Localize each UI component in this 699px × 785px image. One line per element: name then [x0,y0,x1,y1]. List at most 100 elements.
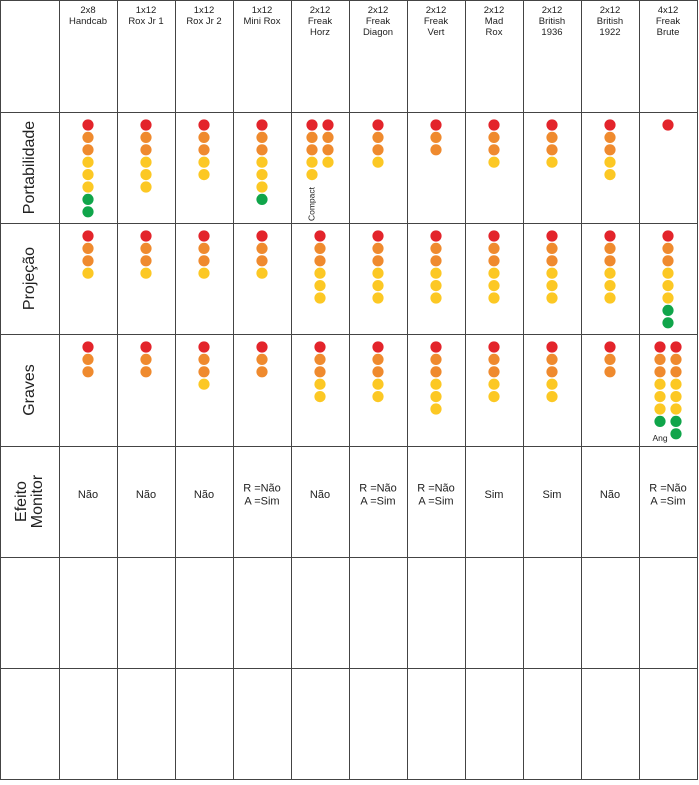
column-header: Rox Jr 2 [186,16,221,27]
rating-dot [604,267,616,279]
cell-text: Sim [485,489,504,501]
rating-dot [372,230,384,242]
rating-dot [256,242,268,254]
rating-dot [198,255,210,267]
rating-dot [430,403,442,415]
column-header: 2x12 [542,5,563,16]
rating-dot [546,242,558,254]
rating-dot [322,119,334,131]
rating-dot [654,391,666,403]
rating-dot [670,428,682,440]
rating-dot [488,353,500,365]
rating-dot [488,119,500,131]
rating-dot [488,242,500,254]
rating-dot [488,131,500,143]
rating-dot [82,181,94,193]
rating-dot [488,378,500,390]
rating-dot [546,391,558,403]
rating-dot [430,144,442,156]
rating-dot [314,255,326,267]
column-header: 1x12 [194,5,215,16]
column-header: 1922 [599,27,620,38]
rating-dot [662,317,674,329]
cell-text: Não [310,489,330,501]
rating-dot [314,230,326,242]
rating-dot [314,292,326,304]
rating-dot [140,341,152,353]
rating-dot [140,230,152,242]
rating-dot [604,169,616,181]
cell-text: A =Sim [650,496,685,508]
rating-dot [546,366,558,378]
rating-dot [140,169,152,181]
rating-dot [430,341,442,353]
rating-dot [198,378,210,390]
rating-dot [372,391,384,403]
rating-dot [430,255,442,267]
rating-dot [604,366,616,378]
rating-dot [430,131,442,143]
column-header: Freak [656,16,681,27]
column-header: Freak [308,16,333,27]
rating-dot [604,131,616,143]
rating-dot [256,341,268,353]
rating-dot [372,353,384,365]
rating-dot [82,131,94,143]
rating-dot [654,341,666,353]
rating-dot [82,341,94,353]
row-label: Efeito [13,481,30,522]
rating-dot [82,267,94,279]
rating-dot [256,366,268,378]
rating-dot [670,378,682,390]
rating-dot [662,119,674,131]
rating-dot [604,230,616,242]
rating-dot [546,341,558,353]
note: Compact [306,186,316,221]
rating-dot [670,415,682,427]
rating-dot [372,378,384,390]
rating-dot [140,366,152,378]
column-header: 1x12 [252,5,273,16]
column-header: 4x12 [658,5,679,16]
rating-dot [322,156,334,168]
rating-dot [372,341,384,353]
rating-dot [604,156,616,168]
rating-dot [256,169,268,181]
rating-dot [314,378,326,390]
rating-dot [140,353,152,365]
rating-dot [256,193,268,205]
cell-text: Não [78,489,98,501]
cell-text: A =Sim [418,496,453,508]
rating-dot [314,280,326,292]
rating-dot [82,206,94,218]
rating-dot [198,131,210,143]
cell-text: R =Não [359,483,397,495]
rating-dot [256,156,268,168]
rating-dot [430,267,442,279]
rating-dot [256,131,268,143]
rating-dot [82,144,94,156]
rating-dot [314,366,326,378]
row-label: Portabilidade [21,121,38,215]
rating-dot [604,341,616,353]
rating-dot [198,366,210,378]
rating-dot [546,119,558,131]
row-label: Monitor [29,474,46,528]
rating-dot [198,230,210,242]
rating-dot [430,119,442,131]
rating-dot [488,280,500,292]
rating-dot [372,366,384,378]
rating-dot [82,193,94,205]
column-header: 1936 [541,27,562,38]
rating-dot [430,366,442,378]
rating-dot [306,144,318,156]
column-header: British [539,16,565,27]
rating-dot [662,230,674,242]
rating-dot [488,341,500,353]
rating-dot [662,267,674,279]
rating-dot [314,341,326,353]
column-header: Rox [486,27,503,38]
rating-dot [546,255,558,267]
cell-text: R =Não [243,483,281,495]
cell-text: Não [194,489,214,501]
